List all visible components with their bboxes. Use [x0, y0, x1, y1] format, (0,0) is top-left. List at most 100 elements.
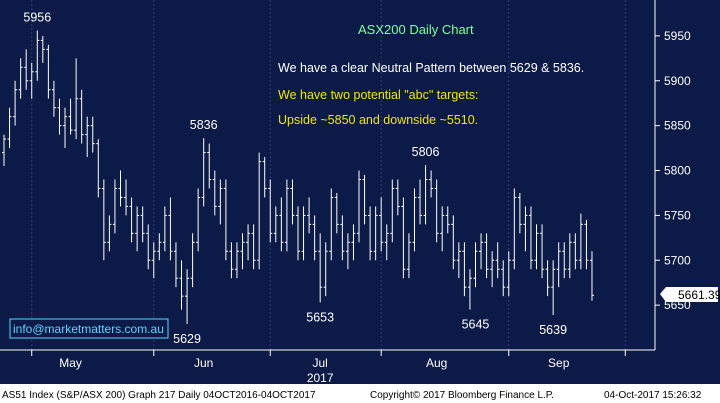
ohlc-bar — [196, 188, 201, 252]
ohlc-bar — [562, 242, 567, 279]
x-tick-label: Sep — [548, 356, 570, 370]
ohlc-bar — [345, 233, 350, 270]
footer-left: AS51 Index (S&P/ASX 200) Graph 217 Daily… — [2, 390, 316, 401]
ohlc-bar — [79, 89, 84, 144]
price-annotation: 5806 — [412, 145, 440, 159]
ohlc-bar — [567, 233, 572, 279]
ohlc-bar — [229, 242, 234, 279]
price-annotations: 5956 5836 5629 5653 5806 5645 5639 — [23, 11, 567, 346]
ohlc-bar — [218, 179, 223, 225]
ohlc-bar — [24, 49, 29, 90]
ohlc-bar — [234, 242, 239, 279]
y-tick-label: 5800 — [664, 164, 691, 178]
price-annotation: 5629 — [173, 332, 201, 346]
y-tick-label: 5850 — [664, 119, 691, 133]
ohlc-bar — [201, 138, 206, 207]
ohlc-bar — [523, 206, 528, 252]
ohlc-bar — [412, 188, 417, 252]
last-price-label: 5661.398 — [678, 288, 720, 302]
ohlc-bar — [589, 251, 594, 301]
ohlc-bar — [545, 260, 550, 297]
ohlc-bar — [185, 269, 190, 324]
ohlc-bar — [451, 215, 456, 270]
ohlc-bar — [584, 219, 589, 270]
ohlc-bar — [157, 233, 162, 261]
ohlc-bar — [473, 242, 478, 288]
ohlc-bar — [2, 134, 6, 167]
targets-detail: Upside ~5850 and downside ~5510. — [278, 113, 478, 127]
footer-bar — [0, 384, 720, 403]
ohlc-bar — [246, 224, 251, 261]
ohlc-bar — [173, 242, 178, 288]
ohlc-bar — [490, 251, 495, 288]
ohlc-bar — [540, 224, 545, 279]
x-tick-label: May — [59, 356, 82, 370]
ohlc-bar — [51, 80, 56, 117]
price-annotation: 5645 — [462, 318, 490, 332]
ohlc-bar — [484, 233, 489, 279]
ohlc-bar — [429, 170, 434, 198]
ohlc-bar — [68, 98, 73, 135]
ohlc-bar — [506, 251, 511, 297]
ohlc-bar — [124, 179, 129, 216]
ohlc-bar — [423, 165, 428, 225]
y-tick-label: 5750 — [664, 208, 691, 222]
x-tick-label: Jul — [313, 356, 328, 370]
ohlc-bar — [90, 116, 95, 153]
ohlc-bar — [74, 58, 79, 140]
ohlc-bar — [340, 215, 345, 261]
ohlc-bar — [357, 170, 362, 243]
ohlc-bar — [251, 224, 256, 270]
ohlc-bar — [279, 197, 284, 252]
ohlc-bar — [334, 192, 339, 234]
ohlc-bar — [307, 197, 312, 234]
ohlc-bar — [551, 260, 556, 315]
ohlc-bar — [479, 233, 484, 270]
x-year-label: 2017 — [307, 371, 334, 385]
ohlc-bar — [323, 242, 328, 297]
ohlc-bar — [162, 206, 167, 252]
price-annotation: 5639 — [539, 323, 567, 337]
ohlc-bar — [29, 62, 34, 99]
ohlc-bar — [401, 197, 406, 279]
last-price-pointer — [660, 287, 718, 302]
ohlc-bar — [556, 242, 561, 288]
ohlc-bar — [534, 224, 539, 270]
targets-note: We have two potential "abc" targets: — [278, 88, 478, 102]
ohlc-bar — [368, 206, 373, 261]
ohlc-bar — [295, 206, 300, 261]
y-tick-label: 5700 — [664, 253, 691, 267]
ohlc-bar — [268, 179, 273, 243]
watermark-box — [9, 318, 169, 339]
ohlc-bar — [7, 107, 12, 149]
ohlc-bar — [35, 30, 40, 81]
ohlc-bar — [434, 179, 439, 243]
ohlc-bar — [301, 206, 306, 261]
pattern-note: We have a clear Neutral Pattern between … — [278, 61, 584, 75]
price-bars — [2, 30, 594, 324]
ohlc-bar — [418, 179, 423, 225]
ohlc-bar — [445, 206, 450, 234]
watermark-text: info@marketmatters.com.au — [13, 322, 164, 336]
ohlc-bar — [40, 35, 45, 63]
ohlc-bar — [456, 242, 461, 279]
ohlc-bar — [290, 179, 295, 225]
ohlc-bar — [406, 233, 411, 279]
ohlc-bar — [573, 233, 578, 270]
y-tick-label: 5950 — [664, 29, 691, 43]
price-annotation: 5836 — [190, 118, 218, 132]
ohlc-bar — [384, 224, 389, 261]
ohlc-bar — [284, 179, 289, 252]
x-axis: May Jun Jul Aug Sep 2017 — [0, 349, 655, 385]
ohlc-bar — [512, 188, 517, 270]
price-annotation: 5653 — [306, 310, 334, 324]
ohlc-bar — [168, 197, 173, 261]
price-annotation: 5956 — [23, 11, 51, 25]
ohlc-bar — [312, 215, 317, 261]
last-price-marker: 5661.398 — [660, 287, 720, 302]
ohlc-bar — [257, 152, 262, 270]
ohlc-bar — [13, 80, 18, 126]
ohlc-bar — [146, 224, 151, 270]
ohlc-bar — [107, 215, 112, 252]
